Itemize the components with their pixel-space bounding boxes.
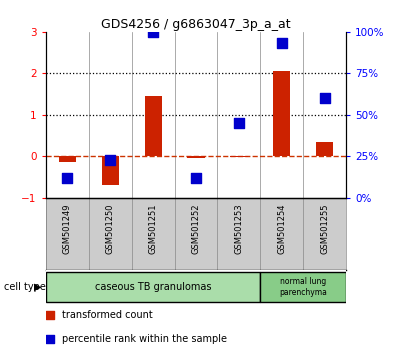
Text: transformed count: transformed count bbox=[62, 310, 153, 320]
Text: caseous TB granulomas: caseous TB granulomas bbox=[95, 282, 211, 292]
Bar bbox=[273, 71, 291, 156]
Text: GSM501250: GSM501250 bbox=[105, 204, 115, 254]
Bar bbox=[101, 156, 119, 185]
Text: ▶: ▶ bbox=[34, 282, 41, 292]
Text: normal lung
parenchyma: normal lung parenchyma bbox=[279, 277, 327, 297]
Point bbox=[47, 313, 53, 318]
Point bbox=[107, 157, 113, 162]
Title: GDS4256 / g6863047_3p_a_at: GDS4256 / g6863047_3p_a_at bbox=[101, 18, 291, 31]
Bar bbox=[230, 156, 248, 157]
Bar bbox=[187, 156, 205, 158]
Text: GSM501251: GSM501251 bbox=[148, 204, 158, 254]
Point bbox=[236, 120, 242, 126]
Text: GSM501255: GSM501255 bbox=[320, 204, 329, 254]
Point bbox=[64, 175, 70, 181]
Bar bbox=[46, 272, 260, 302]
Text: GSM501254: GSM501254 bbox=[277, 204, 287, 254]
Point bbox=[322, 95, 328, 101]
Text: cell type: cell type bbox=[4, 282, 46, 292]
Bar bbox=[59, 156, 76, 162]
Point bbox=[193, 175, 199, 181]
Bar bbox=[144, 96, 162, 156]
Bar bbox=[260, 272, 346, 302]
Text: GSM501249: GSM501249 bbox=[63, 204, 72, 254]
Point bbox=[279, 41, 285, 46]
Text: percentile rank within the sample: percentile rank within the sample bbox=[62, 334, 227, 344]
Point bbox=[150, 29, 156, 35]
Text: GSM501252: GSM501252 bbox=[191, 204, 201, 254]
Text: GSM501253: GSM501253 bbox=[234, 204, 244, 254]
Point bbox=[47, 336, 53, 342]
Bar bbox=[316, 142, 334, 156]
